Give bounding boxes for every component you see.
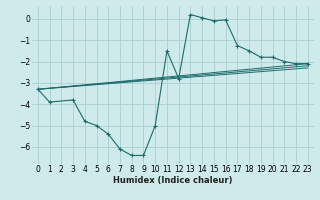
X-axis label: Humidex (Indice chaleur): Humidex (Indice chaleur) xyxy=(113,176,233,185)
